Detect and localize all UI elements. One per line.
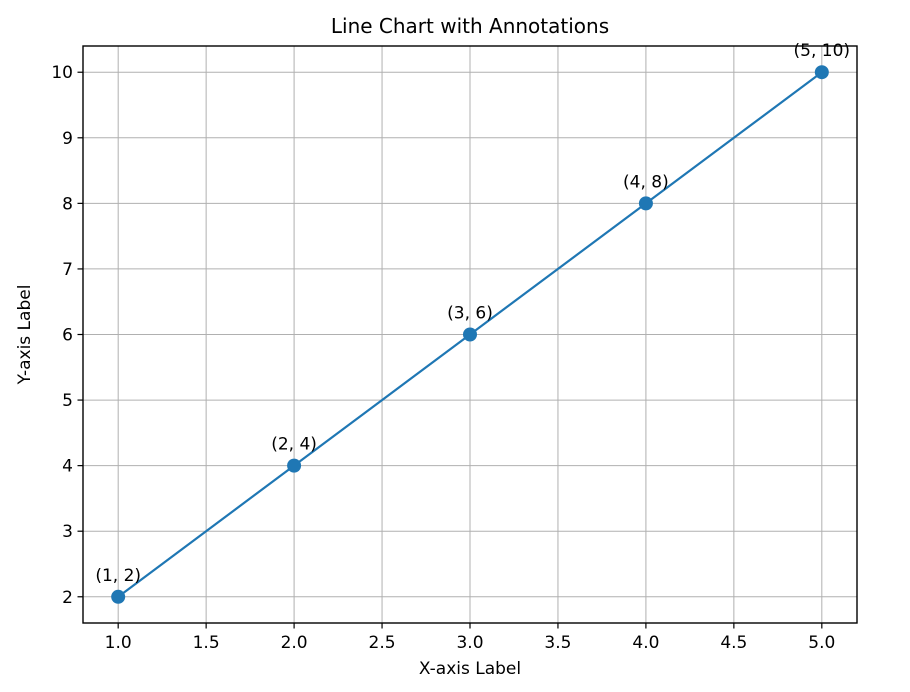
x-tick-label: 3.0: [456, 633, 483, 653]
annotation-label: (2, 4): [271, 435, 317, 455]
y-tick-label: 6: [62, 326, 73, 346]
annotation-label: (5, 10): [794, 41, 851, 61]
y-tick-label: 8: [62, 194, 73, 214]
y-tick-label: 7: [62, 260, 73, 280]
x-tick-label: 2.0: [281, 633, 308, 653]
y-tick-label: 5: [62, 391, 73, 411]
data-point-marker: [287, 458, 302, 473]
annotation-layer: (1, 2) (2, 4) (3, 6) (4, 8) (5, 10): [95, 41, 850, 586]
x-tick-label: 1.0: [105, 633, 132, 653]
x-axis-label: X-axis Label: [419, 659, 521, 679]
annotation-label: (4, 8): [623, 172, 669, 192]
tick-layer: 1.0 1.5 2.0 2.5 3.0 3.5 4.0 4.5 5.0 2 3 4 5 6 7 8 9 10: [51, 63, 835, 653]
x-tick-label: 4.0: [632, 633, 659, 653]
data-point-marker: [111, 589, 126, 604]
series-layer: [111, 65, 829, 604]
x-tick-label: 2.5: [369, 633, 396, 653]
x-tick-label: 1.5: [193, 633, 220, 653]
y-tick-label: 3: [62, 522, 73, 542]
x-tick-label: 4.5: [720, 633, 747, 653]
x-tick-label: 3.5: [544, 633, 571, 653]
y-tick-label: 4: [62, 457, 73, 477]
data-point-marker: [638, 196, 653, 211]
y-tick-label: 2: [62, 588, 73, 608]
chart-title: Line Chart with Annotations: [331, 14, 609, 38]
data-point-marker: [814, 65, 829, 80]
y-tick-label: 9: [62, 129, 73, 149]
annotation-label: (1, 2): [95, 566, 141, 586]
data-point-marker: [463, 327, 477, 342]
y-axis-label: Y-axis Label: [15, 285, 35, 386]
x-tick-label: 5.0: [808, 633, 835, 653]
y-tick-label: 10: [51, 63, 73, 83]
annotation-label: (3, 6): [447, 304, 493, 324]
